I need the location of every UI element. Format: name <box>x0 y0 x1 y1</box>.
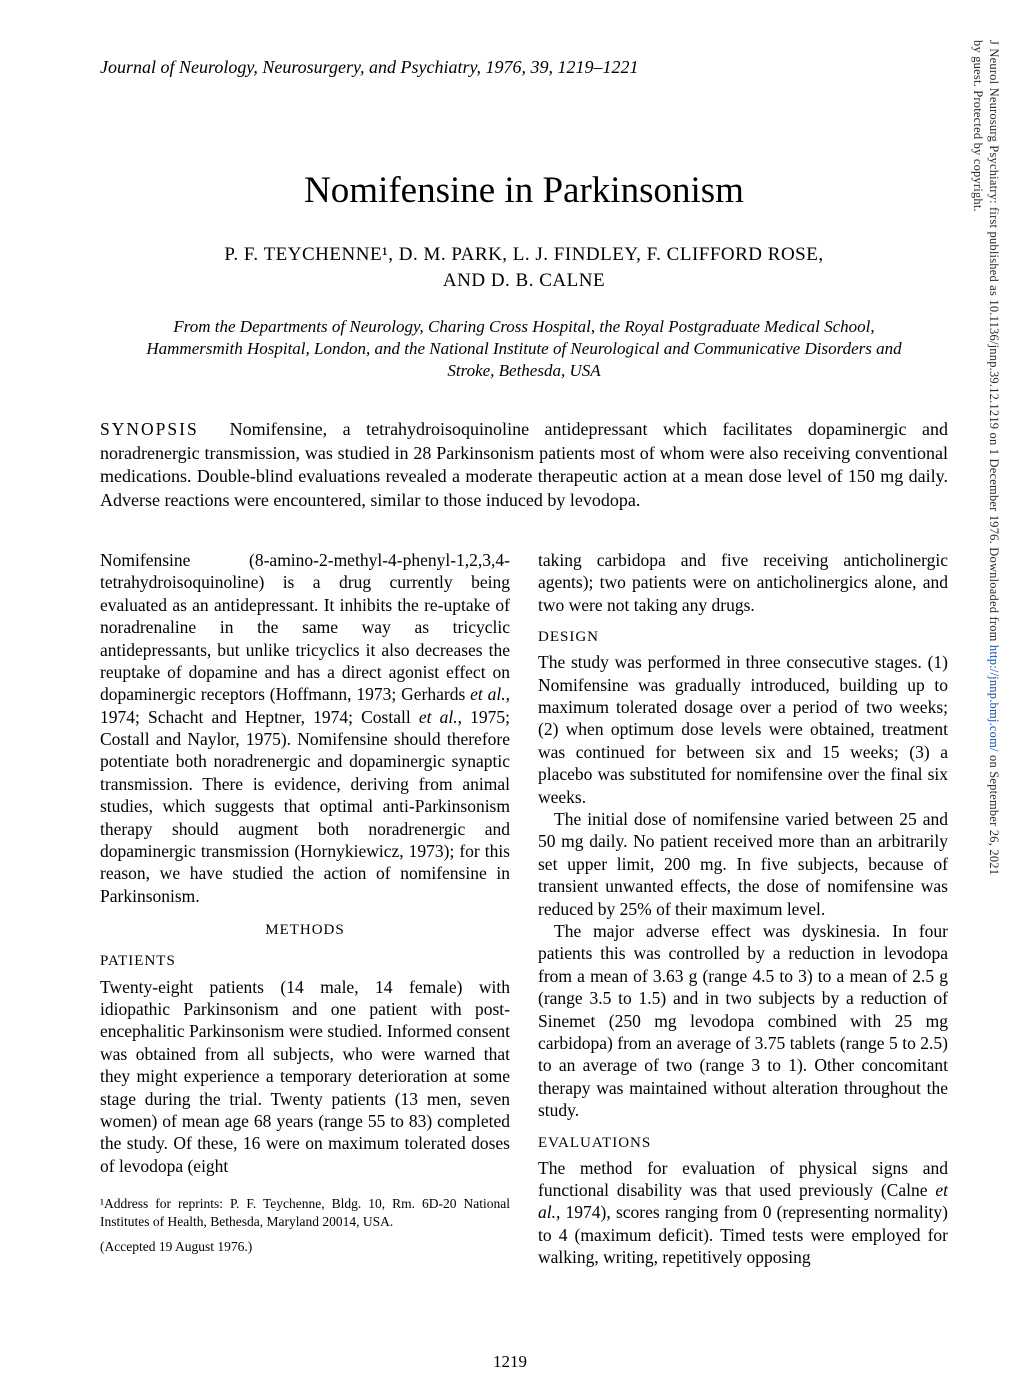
intro-paragraph: Nomifensine (8-amino-2-methyl-4-phenyl-1… <box>100 549 510 907</box>
patients-heading: PATIENTS <box>100 952 510 971</box>
synopsis-block: SYNOPSIS Nomifensine, a tetrahydroisoqui… <box>100 418 948 513</box>
design-p2: The initial dose of nomifensine varied b… <box>538 808 948 920</box>
watermark-line2: by guest. Protected by copyright. <box>971 40 985 212</box>
left-column: Nomifensine (8-amino-2-methyl-4-phenyl-1… <box>100 549 510 1269</box>
intro-text-e: , 1975; Costall and Naylor, 1975). Nomif… <box>100 707 510 906</box>
footnote-address: ¹Address for reprints: P. F. Teychenne, … <box>100 1195 510 1231</box>
patients-continuation: taking carbidopa and five receiving anti… <box>538 549 948 616</box>
methods-heading: METHODS <box>100 921 510 940</box>
design-p3: The major adverse effect was dyskinesia.… <box>538 920 948 1122</box>
affiliations: From the Departments of Neurology, Chari… <box>100 316 948 382</box>
authors-line-2: AND D. B. CALNE <box>443 270 605 291</box>
design-p1: The study was performed in three consecu… <box>538 651 948 808</box>
eval-text-c: , 1974), scores ranging from 0 (represen… <box>538 1202 948 1267</box>
patients-paragraph: Twenty-eight patients (14 male, 14 femal… <box>100 976 510 1178</box>
eval-text-a: The method for evaluation of physical si… <box>538 1158 948 1200</box>
evaluations-paragraph: The method for evaluation of physical si… <box>538 1157 948 1269</box>
journal-header: Journal of Neurology, Neurosurgery, and … <box>100 56 948 79</box>
footnote-accepted: (Accepted 19 August 1976.) <box>100 1238 510 1256</box>
watermark-prefix: J Neurol Neurosurg Psychiatry: first pub… <box>987 40 1001 645</box>
article-title: Nomifensine in Parkinsonism <box>100 167 948 214</box>
page-number: 1219 <box>493 1351 527 1373</box>
watermark-link[interactable]: http://jnnp.bmj.com/ <box>987 645 1001 752</box>
synopsis-label: SYNOPSIS <box>100 419 199 439</box>
design-heading: DESIGN <box>538 628 948 647</box>
intro-etal-1: et al. <box>470 684 505 704</box>
intro-etal-2: et al. <box>419 707 458 727</box>
vertical-watermark: J Neurol Neurosurg Psychiatry: first pub… <box>970 40 1002 1360</box>
two-column-body: Nomifensine (8-amino-2-methyl-4-phenyl-1… <box>100 549 948 1269</box>
author-list: P. F. TEYCHENNE¹, D. M. PARK, L. J. FIND… <box>100 242 948 293</box>
footnote-block: ¹Address for reprints: P. F. Teychenne, … <box>100 1195 510 1256</box>
authors-line-1: P. F. TEYCHENNE¹, D. M. PARK, L. J. FIND… <box>224 244 823 265</box>
synopsis-text: Nomifensine, a tetrahydroisoquinoline an… <box>100 419 948 510</box>
watermark-suffix: on September 26, 2021 <box>987 752 1001 875</box>
right-column: taking carbidopa and five receiving anti… <box>538 549 948 1269</box>
intro-text-a: Nomifensine (8-amino-2-methyl-4-phenyl-1… <box>100 550 510 704</box>
evaluations-heading: EVALUATIONS <box>538 1134 948 1153</box>
